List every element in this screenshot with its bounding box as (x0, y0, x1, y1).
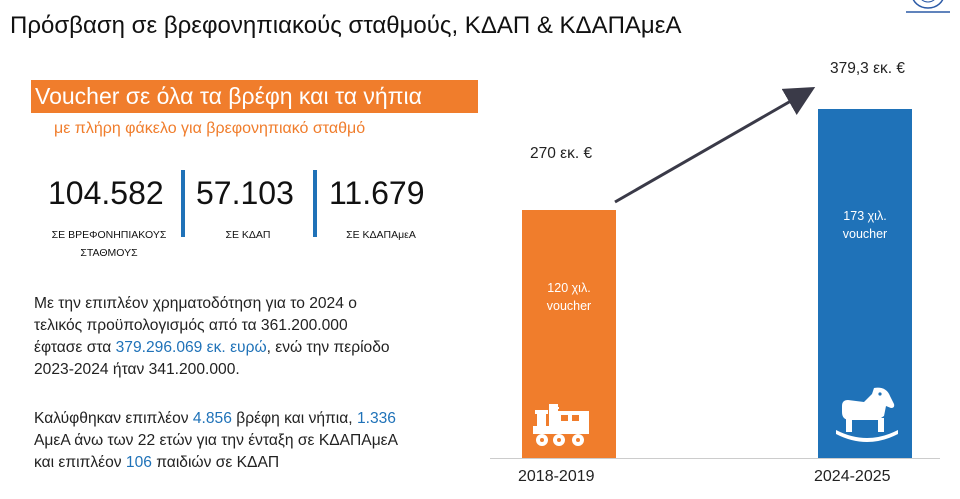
stat-label-kdap: ΣΕ ΚΔΑΠ (225, 229, 271, 241)
value-label-2018-2019: 270 εκ. € (530, 145, 593, 162)
stat-value-nurseries: 104.582 (48, 175, 164, 211)
toy-train-icon (533, 404, 589, 446)
emblem-logo (906, 0, 950, 13)
voucher-banner: Voucher σε όλα τα βρέφη και τα νήπια (31, 80, 478, 113)
bar-2024-2025 (818, 109, 912, 458)
para-line: Με την επιπλέον χρηματοδότηση για το 202… (34, 295, 357, 312)
x-tick-label-2024-2025: 2024-2025 (814, 468, 891, 485)
stat-label-kdapamea: ΣΕ ΚΔΑΠΑμεΑ (346, 229, 416, 241)
stat-value-kdapamea: 11.679 (329, 175, 425, 211)
page-title: Πρόσβαση σε βρεφονηπιακούς σταθμούς, ΚΔΑ… (10, 12, 682, 39)
para-line: 2023-2024 ήταν 341.200.000. (34, 361, 240, 378)
x-tick-label-2018-2019: 2018-2019 (518, 468, 595, 485)
growth-arrow-line (614, 87, 816, 204)
stat-value-kdap: 57.103 (196, 175, 294, 211)
para-line: έφτασε στα 379.296.069 εκ. ευρώ, ενώ την… (34, 339, 390, 356)
para-line: ΑμεΑ άνω των 22 ετών για την ένταξη σε Κ… (34, 432, 399, 449)
coverage-paragraph: Καλύφθηκαν επιπλέον 4.856 βρέφη και νήπι… (34, 408, 467, 474)
para-line: τελικός προϋπολογισμός από τα 361.200.00… (34, 317, 348, 334)
budget-paragraph: Με την επιπλέον χρηματοδότηση για το 202… (34, 293, 467, 381)
stat-divider (181, 170, 185, 237)
growth-arrow (614, 87, 816, 204)
banner-subtitle: με πλήρη φάκελο για βρεφονηπιακό σταθμό (54, 120, 366, 137)
bar-inner-label-2018-2019: 120 χιλ. voucher (546, 281, 592, 314)
stat-divider (313, 170, 317, 237)
value-label-2024-2025: 379,3 εκ. € (830, 60, 905, 77)
chart-baseline (490, 458, 940, 459)
para-line: και επιπλέον 106 παιδιών σε ΚΔΑΠ (34, 454, 280, 471)
stat-label-nurseries: ΣΕ ΒΡΕΦΟΝΗΠΙΑΚΟΥΣ ΣΤΑΘΜΟΥΣ (51, 229, 167, 259)
rocking-horse-icon (836, 387, 898, 442)
bar-inner-label-2024-2025: 173 χιλ. voucher (842, 208, 888, 241)
para-line: Καλύφθηκαν επιπλέον 4.856 βρέφη και νήπι… (34, 410, 396, 427)
